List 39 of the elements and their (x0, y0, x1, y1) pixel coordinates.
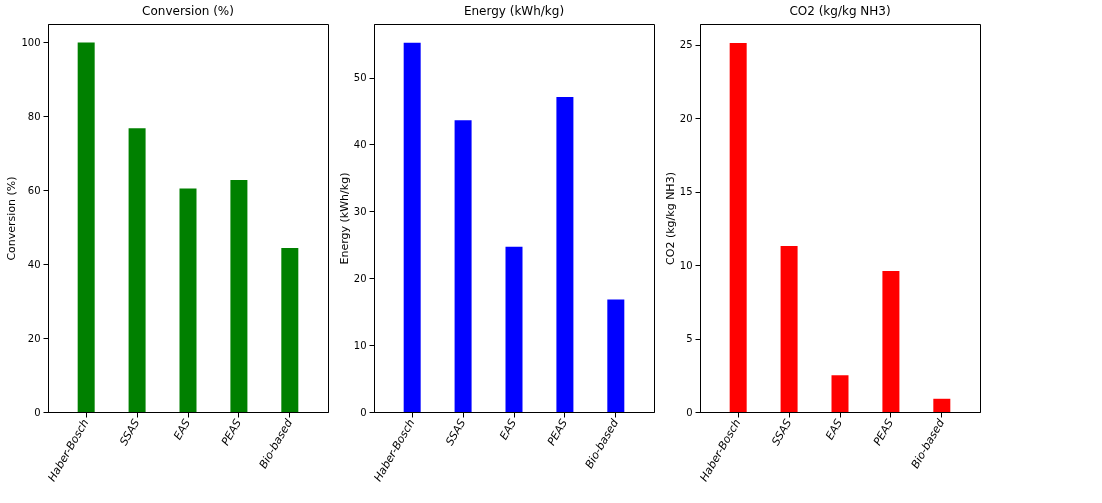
bar (505, 246, 523, 412)
y-axis-title: CO2 (kg/kg NH3) (663, 172, 677, 265)
bar (403, 42, 421, 412)
bar (77, 42, 95, 412)
bar (882, 270, 900, 412)
y-tick-label: 25 (679, 39, 693, 51)
y-tick-label: 20 (27, 332, 41, 344)
chart-title: Conversion (%) (142, 4, 234, 18)
chart-title: CO2 (kg/kg NH3) (789, 4, 891, 18)
y-tick-label: 10 (679, 259, 693, 271)
bar (780, 245, 798, 412)
y-tick-label: 20 (353, 272, 367, 284)
y-tick-label: 15 (679, 186, 693, 198)
bar (933, 398, 951, 412)
y-tick-label: 20 (679, 112, 693, 124)
y-tick-label: 80 (27, 110, 41, 122)
bar (128, 128, 146, 412)
bar (454, 120, 472, 412)
y-tick-label: 50 (353, 72, 367, 84)
bar (281, 247, 299, 412)
chart-title: Energy (kWh/kg) (463, 4, 565, 18)
y-tick-label: 0 (34, 406, 41, 418)
y-tick-label: 40 (27, 258, 41, 270)
y-axis-title: Conversion (%) (5, 176, 19, 261)
y-tick-label: 0 (686, 406, 693, 418)
bar (729, 43, 747, 412)
bar (831, 375, 849, 412)
y-tick-label: 60 (27, 184, 41, 196)
y-tick-label: 30 (353, 205, 367, 217)
y-tick-label: 0 (360, 406, 367, 418)
y-tick-label: 40 (353, 138, 367, 150)
bar (230, 179, 248, 412)
y-tick-label: 10 (353, 339, 367, 351)
y-tick-label: 100 (21, 36, 41, 48)
bar (556, 96, 574, 412)
y-axis-title: Energy (kWh/kg) (337, 172, 351, 265)
y-tick-label: 5 (686, 333, 693, 345)
bar (179, 188, 197, 412)
bar (607, 299, 625, 412)
